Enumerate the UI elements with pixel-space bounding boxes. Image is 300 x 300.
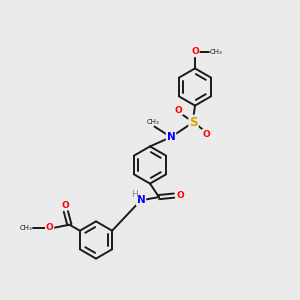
Text: O: O (175, 106, 182, 115)
Text: N: N (136, 195, 146, 205)
Text: O: O (191, 47, 199, 56)
Text: H: H (131, 190, 138, 199)
Text: O: O (202, 130, 210, 139)
Text: CH₃: CH₃ (19, 225, 32, 231)
Text: CH₃: CH₃ (210, 49, 223, 55)
Text: N: N (167, 132, 176, 142)
Text: O: O (46, 223, 53, 232)
Text: CH₃: CH₃ (147, 119, 159, 125)
Text: O: O (62, 201, 70, 210)
Text: S: S (189, 116, 198, 129)
Text: O: O (177, 191, 184, 200)
